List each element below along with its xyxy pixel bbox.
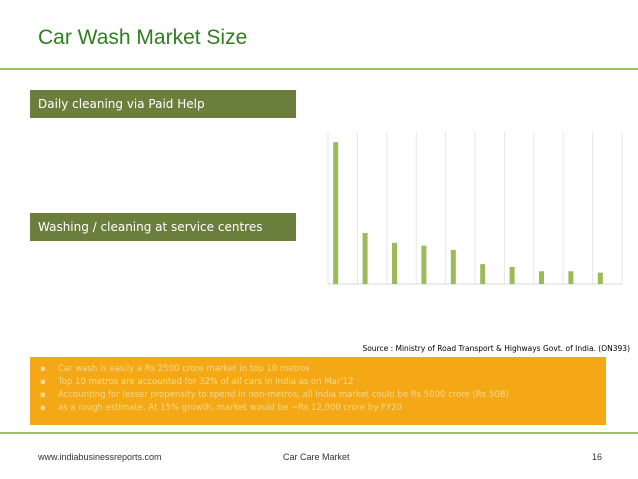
chart-bar xyxy=(597,272,603,284)
chart-bar xyxy=(539,271,544,284)
slide-title: Car Wash Market Size xyxy=(38,26,248,49)
bar-chart xyxy=(327,132,623,285)
chart-bar xyxy=(421,245,427,284)
footer-section: Car Care Market xyxy=(283,452,350,462)
chart-bar xyxy=(392,242,397,284)
page-number: 16 xyxy=(592,452,603,462)
chart-bar xyxy=(480,264,486,284)
header-divider xyxy=(0,68,638,70)
source-note: Source : Ministry of Road Transport & Hi… xyxy=(362,344,630,353)
chart-bar xyxy=(509,266,515,284)
chart-bars xyxy=(333,142,603,284)
chart-grid xyxy=(327,132,623,285)
bullet-item: Top 10 metros are accounted for 32% of a… xyxy=(40,376,598,389)
chart-bar xyxy=(450,249,456,284)
chart-bar xyxy=(568,271,574,284)
bullet-item: Accounting for lesser propensity to spen… xyxy=(40,389,598,402)
band-daily-cleaning: Daily cleaning via Paid Help xyxy=(30,90,296,118)
band-service-centres: Washing / cleaning at service centres xyxy=(30,213,296,241)
bullet-item: Car wash is easily a Rs 2500 crore marke… xyxy=(40,363,598,376)
footer-website[interactable]: www.indiabusinessreports.com xyxy=(38,452,162,462)
footer-divider xyxy=(0,432,638,434)
chart-bar xyxy=(333,142,339,284)
bullet-item: as a rough estimate. At 15% growth, mark… xyxy=(40,402,598,415)
summary-box: Car wash is easily a Rs 2500 crore marke… xyxy=(30,357,606,425)
chart-bar xyxy=(362,232,368,284)
